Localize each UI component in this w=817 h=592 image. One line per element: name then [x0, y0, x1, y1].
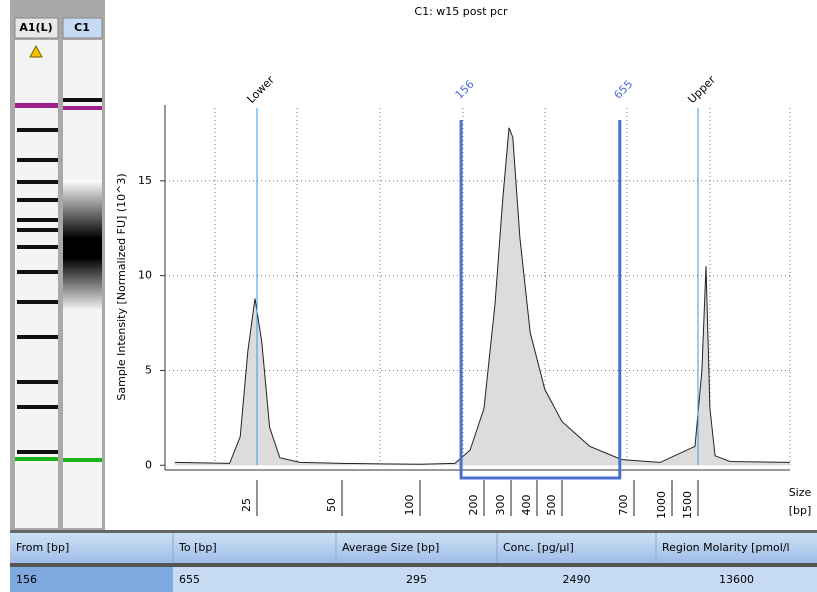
table-cell: 156 [16, 573, 37, 586]
x-tick-label: 500 [545, 495, 558, 516]
screen: A1(L) C1 C1: w15 post pcr Sample Intensi… [0, 0, 817, 592]
x-tick-label: 200 [467, 495, 480, 516]
lane-label: C1 [74, 21, 90, 34]
region-from-label: 156 [453, 78, 477, 102]
x-axis-unit: [bp] [789, 504, 812, 517]
column-header: Conc. [pg/µl] [503, 541, 574, 554]
chart-title: C1: w15 post pcr [414, 5, 508, 18]
y-tick-label: 15 [138, 174, 152, 187]
table-cell: 13600 [719, 573, 754, 586]
gel-lane [15, 40, 58, 528]
table-cell: 655 [179, 573, 200, 586]
column-header: To [bp] [178, 541, 217, 554]
x-tick-label: 25 [240, 498, 253, 512]
y-tick-label: 10 [138, 269, 152, 282]
marker-label: Upper [685, 73, 718, 106]
x-tick-label: 400 [520, 495, 533, 516]
marker-label: Lower [244, 73, 277, 106]
lane-label: A1(L) [19, 21, 52, 34]
splitter[interactable] [10, 530, 817, 533]
x-tick-label: 1500 [681, 491, 694, 519]
column-header: Average Size [bp] [342, 541, 439, 554]
table-cell: 295 [406, 573, 427, 586]
y-tick-label: 0 [145, 458, 152, 471]
y-axis-label: Sample Intensity [Normalized FU] (10^3) [115, 173, 128, 400]
x-tick-label: 300 [494, 495, 507, 516]
x-tick-label: 100 [403, 495, 416, 516]
y-tick-label: 5 [145, 363, 152, 376]
region-to-label: 655 [611, 78, 635, 102]
column-header: Region Molarity [pmol/l [662, 541, 790, 554]
x-tick-label: 50 [325, 498, 338, 512]
x-axis-label: Size [789, 486, 812, 499]
x-tick-label: 700 [617, 495, 630, 516]
table-separator [10, 563, 817, 567]
column-header: From [bp] [16, 541, 69, 554]
app-window: A1(L) C1 C1: w15 post pcr Sample Intensi… [0, 0, 817, 592]
x-tick-label: 1000 [655, 491, 668, 519]
table-cell: 2490 [563, 573, 591, 586]
